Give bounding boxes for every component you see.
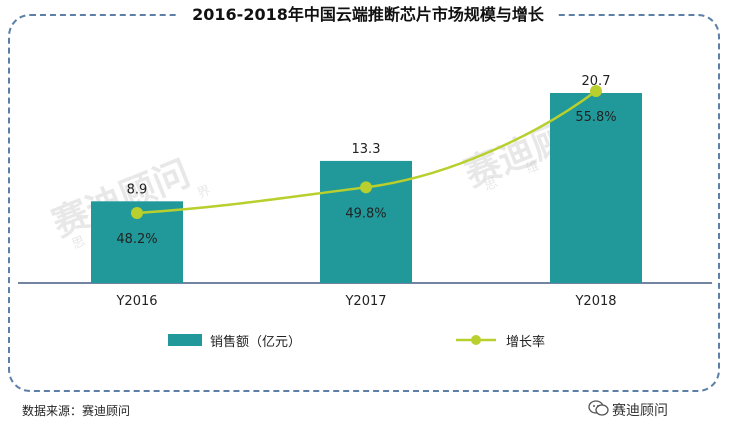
title-background [178,2,558,28]
x-tick-label: Y2017 [344,294,386,309]
growth-rate-label: 49.8% [345,206,386,221]
data-source: 数据来源：赛迪顾问 [22,404,131,418]
growth-rate-label: 55.8% [575,110,616,125]
growth-rate-point [360,181,372,194]
bar-value-label: 20.7 [582,74,611,89]
bar-value-label: 8.9 [127,182,148,197]
x-tick-label: Y2018 [574,294,616,309]
bar-y2017 [320,160,412,283]
footer-brand: 赛迪顾问 [612,403,668,419]
bar-y2018 [550,93,642,283]
growth-rate-label: 48.2% [116,232,157,247]
chart-title: 2016-2018年中国云端推断芯片市场规模与增长 [192,5,544,24]
growth-rate-point [131,207,143,219]
wechat-icon [588,400,609,416]
x-tick-label: Y2016 [115,294,157,309]
growth-rate-point [590,85,602,97]
bar-value-label: 13.3 [352,142,381,157]
